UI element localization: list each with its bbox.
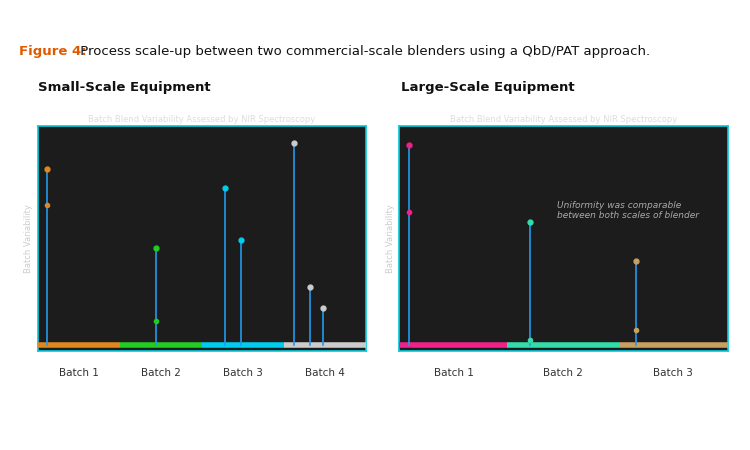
Text: Batch 2: Batch 2 — [543, 368, 584, 378]
Title: Batch Blend Variability Assessed by NIR Spectroscopy: Batch Blend Variability Assessed by NIR … — [449, 115, 676, 124]
Text: Process scale-up between two commercial-scale blenders using a QbD/PAT approach.: Process scale-up between two commercial-… — [76, 45, 650, 58]
Text: Batch 1: Batch 1 — [433, 368, 474, 378]
Y-axis label: Batch Variability: Batch Variability — [24, 204, 33, 273]
Text: Batch 1: Batch 1 — [58, 368, 98, 378]
Text: Large-Scale Equipment: Large-Scale Equipment — [401, 81, 574, 94]
Text: Figure 4:: Figure 4: — [19, 45, 86, 58]
Text: Batch 4: Batch 4 — [305, 368, 345, 378]
Text: Batch 3: Batch 3 — [652, 368, 693, 378]
Y-axis label: Batch Variability: Batch Variability — [386, 204, 394, 273]
Text: Uniformity was comparable
between both scales of blender: Uniformity was comparable between both s… — [556, 201, 699, 220]
Title: Batch Blend Variability Assessed by NIR Spectroscopy: Batch Blend Variability Assessed by NIR … — [88, 115, 316, 124]
Text: Batch 3: Batch 3 — [223, 368, 262, 378]
Text: Batch 2: Batch 2 — [141, 368, 181, 378]
Text: Small-Scale Equipment: Small-Scale Equipment — [38, 81, 210, 94]
